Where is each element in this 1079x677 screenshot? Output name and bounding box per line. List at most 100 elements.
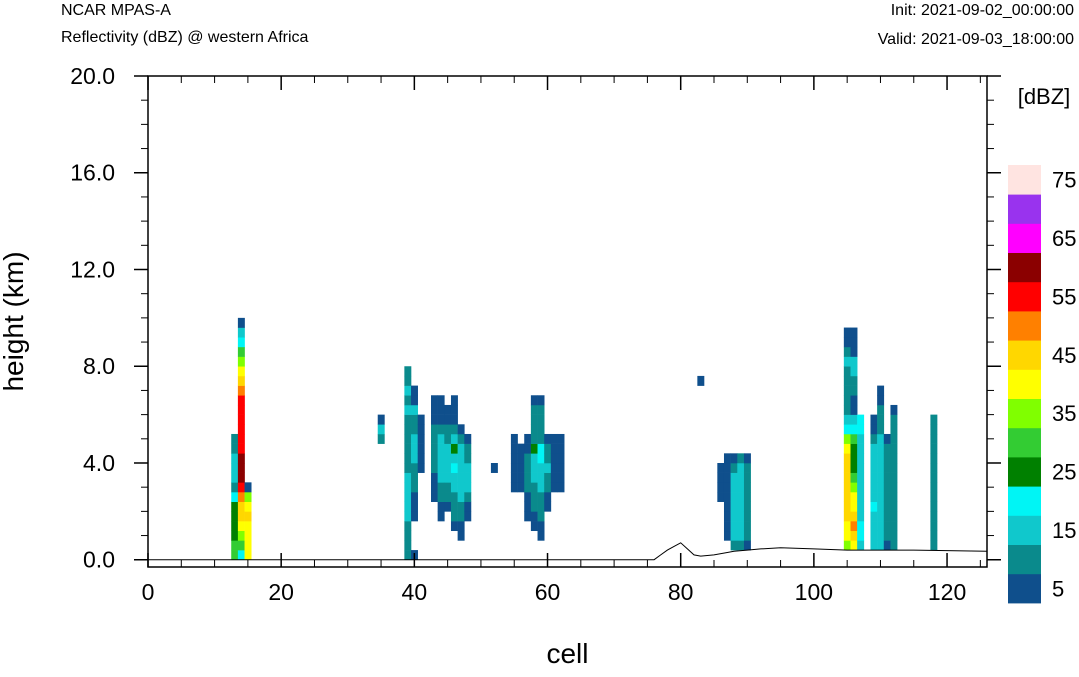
reflectivity-cell: [723, 482, 731, 493]
reflectivity-cell: [697, 375, 705, 386]
reflectivity-cell: [550, 472, 558, 483]
reflectivity-cell: [411, 404, 418, 415]
reflectivity-cell: [237, 433, 245, 444]
reflectivity-cell: [930, 540, 938, 551]
reflectivity-cell: [877, 482, 885, 493]
reflectivity-cell: [231, 482, 239, 493]
reflectivity-cell: [404, 501, 412, 512]
reflectivity-cell: [437, 463, 445, 473]
reflectivity-cell: [870, 414, 878, 425]
reflectivity-cell: [404, 366, 412, 377]
reflectivity-cell: [404, 385, 412, 396]
reflectivity-cell: [464, 492, 472, 502]
reflectivity-cell: [450, 501, 458, 512]
reflectivity-cell: [411, 395, 418, 406]
reflectivity-cell: [877, 521, 885, 532]
reflectivity-cell: [404, 433, 412, 444]
reflectivity-cell: [530, 511, 538, 522]
reflectivity-cell: [723, 521, 731, 532]
reflectivity-cell: [237, 404, 245, 415]
terrain-line: [148, 542, 988, 561]
reflectivity-cell: [530, 472, 538, 483]
reflectivity-cell: [437, 501, 445, 512]
reflectivity-cell: [850, 433, 858, 444]
reflectivity-cell: [877, 385, 885, 396]
reflectivity-cell: [743, 521, 751, 532]
reflectivity-cell: [723, 463, 731, 473]
reflectivity-cell: [883, 453, 891, 464]
reflectivity-cell: [850, 337, 858, 348]
reflectivity-cell: [743, 463, 751, 473]
reflectivity-cell: [843, 482, 851, 493]
reflectivity-cell: [870, 463, 878, 473]
reflectivity-cell: [377, 433, 385, 444]
reflectivity-cell: [530, 433, 538, 444]
reflectivity-cell: [237, 482, 245, 493]
reflectivity-cell: [237, 366, 245, 377]
reflectivity-cell: [237, 385, 245, 396]
reflectivity-cell: [237, 453, 245, 464]
reflectivity-cell: [450, 395, 458, 406]
reflectivity-cell: [457, 492, 465, 502]
reflectivity-cell: [464, 453, 472, 464]
x-axis-label: cell: [546, 638, 588, 669]
reflectivity-cell: [377, 424, 385, 435]
reflectivity-cell: [843, 511, 851, 522]
reflectivity-cell: [450, 463, 458, 473]
reflectivity-cell: [530, 414, 538, 425]
reflectivity-cell: [850, 443, 858, 454]
reflectivity-cell: [870, 530, 878, 541]
reflectivity-cell: [537, 453, 545, 464]
reflectivity-cell: [843, 327, 851, 338]
reflectivity-cell: [437, 492, 445, 502]
reflectivity-cell: [870, 511, 878, 522]
reflectivity-cell: [457, 530, 465, 541]
reflectivity-cell: [411, 492, 418, 502]
reflectivity-cell: [411, 453, 418, 464]
reflectivity-cell: [544, 501, 552, 512]
reflectivity-cell: [743, 501, 751, 512]
reflectivity-cell: [883, 482, 891, 493]
chart-subtitle: Reflectivity (dBZ) @ western Africa: [61, 29, 309, 46]
reflectivity-cell: [404, 375, 412, 386]
colorbar-swatch: [1008, 486, 1041, 516]
reflectivity-cell: [883, 540, 891, 551]
reflectivity-cell: [464, 433, 472, 444]
reflectivity-cell: [930, 530, 938, 541]
reflectivity-cell: [930, 501, 938, 512]
reflectivity-cell: [411, 443, 418, 454]
reflectivity-cell: [877, 501, 885, 512]
reflectivity-cell: [237, 395, 245, 406]
reflectivity-cell: [890, 443, 898, 454]
reflectivity-cell: [890, 492, 898, 502]
reflectivity-cell: [730, 463, 738, 473]
reflectivity-cell: [437, 443, 445, 454]
reflectivity-cell: [404, 550, 412, 561]
reflectivity-cell: [870, 472, 878, 483]
reflectivity-cell: [930, 463, 938, 473]
reflectivity-cell: [237, 443, 245, 454]
reflectivity-cell: [444, 453, 452, 464]
reflectivity-cell: [557, 453, 565, 464]
reflectivity-cell: [444, 414, 452, 425]
reflectivity-cell: [723, 530, 731, 541]
reflectivity-cell: [843, 472, 851, 483]
reflectivity-cell: [930, 424, 938, 435]
reflectivity-cell: [437, 453, 445, 464]
reflectivity-cell: [457, 511, 465, 522]
reflectivity-cell: [417, 424, 425, 435]
reflectivity-cell: [450, 492, 458, 502]
reflectivity-cell: [870, 540, 878, 551]
reflectivity-cell: [537, 404, 545, 415]
reflectivity-cell: [537, 521, 545, 532]
reflectivity-cell: [404, 424, 412, 435]
reflectivity-cell: [431, 395, 438, 406]
reflectivity-cell: [857, 511, 865, 522]
y-tick-label: 4.0: [83, 450, 115, 476]
reflectivity-cell: [730, 492, 738, 502]
reflectivity-cell: [557, 443, 565, 454]
reflectivity-cell: [730, 540, 738, 551]
colorbar-swatch: [1008, 311, 1041, 341]
reflectivity-cell: [431, 433, 438, 444]
reflectivity-cell: [231, 463, 239, 473]
